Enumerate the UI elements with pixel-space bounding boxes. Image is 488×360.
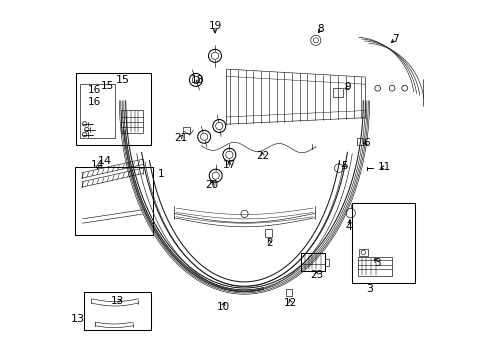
Text: 14: 14 xyxy=(91,160,104,170)
Bar xyxy=(76,73,151,145)
Text: 6: 6 xyxy=(363,138,369,148)
Text: 23: 23 xyxy=(309,270,323,280)
Bar xyxy=(80,84,115,138)
Text: 1: 1 xyxy=(157,168,164,179)
Text: 20: 20 xyxy=(204,180,218,190)
Text: 3: 3 xyxy=(365,284,372,294)
Text: 8: 8 xyxy=(317,24,324,34)
Text: 2: 2 xyxy=(266,238,272,248)
Bar xyxy=(357,257,391,276)
Bar xyxy=(84,292,151,330)
Text: 11: 11 xyxy=(378,162,391,172)
Bar xyxy=(351,203,414,283)
Bar xyxy=(332,88,343,97)
Text: 15: 15 xyxy=(100,81,113,91)
Bar xyxy=(324,259,328,266)
Text: 17: 17 xyxy=(223,160,236,170)
Text: 13: 13 xyxy=(71,314,84,324)
Bar xyxy=(285,289,291,296)
Text: 12: 12 xyxy=(284,298,297,308)
Text: 16: 16 xyxy=(87,85,101,95)
Bar xyxy=(75,167,152,235)
Text: 14: 14 xyxy=(98,156,112,166)
Text: 15: 15 xyxy=(115,75,129,85)
Text: 16: 16 xyxy=(87,96,101,107)
Bar xyxy=(301,253,324,271)
Text: 4: 4 xyxy=(345,222,351,232)
Text: 10: 10 xyxy=(216,302,229,312)
Text: 21: 21 xyxy=(173,132,187,143)
Text: 18: 18 xyxy=(191,75,204,85)
Text: 22: 22 xyxy=(255,150,268,161)
Bar xyxy=(358,249,367,256)
Bar xyxy=(356,138,363,145)
Bar xyxy=(121,110,142,133)
Bar xyxy=(265,229,271,237)
Bar xyxy=(182,127,189,133)
Text: 7: 7 xyxy=(391,34,398,44)
Text: 19: 19 xyxy=(208,21,221,31)
Text: 3: 3 xyxy=(374,258,380,268)
Text: 9: 9 xyxy=(344,82,351,92)
Text: 5: 5 xyxy=(341,161,347,171)
Text: 13: 13 xyxy=(111,296,124,306)
